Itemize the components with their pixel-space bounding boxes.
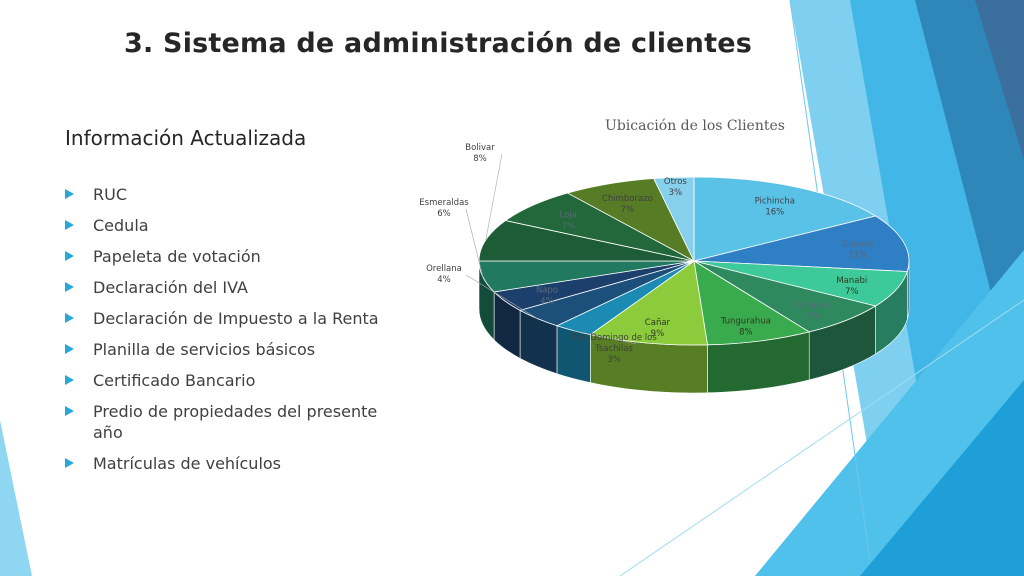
triangle-right-icon <box>65 189 74 199</box>
pie-label: Cañar 9% <box>645 318 671 339</box>
bullet-text: RUC <box>93 185 127 204</box>
pie-label: Sto. Domingo de los Tsachilas 3% <box>571 333 657 365</box>
triangle-right-icon <box>65 251 74 261</box>
pie-label: Napo 4% <box>536 286 558 307</box>
pie-label: Loja 7% <box>560 211 577 232</box>
pie-chart: Pichincha 16% Guayas 11% Manabi 7%Cotopaxi 7% T… <box>419 143 910 394</box>
triangle-right-icon <box>65 220 74 230</box>
bullet-item: Certificado Bancario <box>64 370 384 391</box>
deco-corner-deep <box>860 380 1024 576</box>
pie-label: Cotopaxi 7% <box>794 300 832 321</box>
pie-sides <box>478 260 910 394</box>
slide-title: 3. Sistema de administración de clientes <box>124 28 752 59</box>
bullet-text: Planilla de servicios básicos <box>93 340 316 359</box>
bullet-text: Cedula <box>93 216 149 235</box>
pie-label: Esmeraldas 6% <box>419 198 469 219</box>
deco-left-sliver <box>0 420 32 576</box>
bullet-text: Declaración de Impuesto a la Renta <box>93 309 379 328</box>
label-leader-line <box>573 330 637 345</box>
pie-label: Otros 3% <box>664 177 688 198</box>
chart-title: Ubicación de los Clientes <box>605 118 785 134</box>
pie-label: Orellana 4% <box>426 264 462 285</box>
label-leader-line <box>465 274 538 319</box>
pie-slice <box>693 215 910 272</box>
label-leader-line <box>465 208 484 277</box>
triangle-right-icon <box>65 406 74 416</box>
pie-label: Tungurahua 8% <box>720 316 771 337</box>
bullet-text: Declaración del IVA <box>93 278 248 297</box>
pie-label: Pichincha 16% <box>755 197 795 218</box>
bullet-item: Cedula <box>64 215 384 236</box>
bullet-list: RUC Cedula Papeleta de votación Declarac… <box>64 184 384 484</box>
pie-labels: Pichincha 16% Guayas 11% Manabi 7%Cotopaxi 7% T… <box>419 143 874 365</box>
pie-label: Manabi 7% <box>836 276 867 297</box>
triangle-right-icon <box>65 375 74 385</box>
pie-label: Bolivar 8% <box>465 143 495 164</box>
label-leader-line <box>485 153 503 241</box>
bullet-text: Certificado Bancario <box>93 371 256 390</box>
bullet-text: Predio de propiedades del presente año <box>93 402 378 442</box>
bullet-text: Matrículas de vehículos <box>93 454 282 473</box>
triangle-right-icon <box>65 344 74 354</box>
bullet-item: Matrículas de vehículos <box>64 453 384 474</box>
pie-tops <box>478 176 910 346</box>
triangle-right-icon <box>65 313 74 323</box>
pie-label: Guayas 11% <box>842 240 874 261</box>
pie-slice <box>653 176 695 262</box>
bullet-text: Papeleta de votación <box>93 247 261 266</box>
pie-label: Chimborazo 7% <box>602 194 653 215</box>
bullet-item: Planilla de servicios básicos <box>64 339 384 360</box>
pie-slice <box>589 260 708 346</box>
bullet-item: Declaración del IVA <box>64 277 384 298</box>
triangle-right-icon <box>65 458 74 468</box>
pie-slice <box>693 176 877 262</box>
bullet-item: Declaración de Impuesto a la Renta <box>64 308 384 329</box>
triangle-right-icon <box>65 282 74 292</box>
bullet-item: Papeleta de votación <box>64 246 384 267</box>
slide-subtitle: Información Actualizada <box>65 126 307 150</box>
bullet-item: Predio de propiedades del presente año <box>64 401 384 443</box>
deco-band-darkest <box>975 0 1024 160</box>
bullet-item: RUC <box>64 184 384 205</box>
pie-slice <box>693 260 811 346</box>
deco-thin-line-2 <box>619 299 1024 576</box>
